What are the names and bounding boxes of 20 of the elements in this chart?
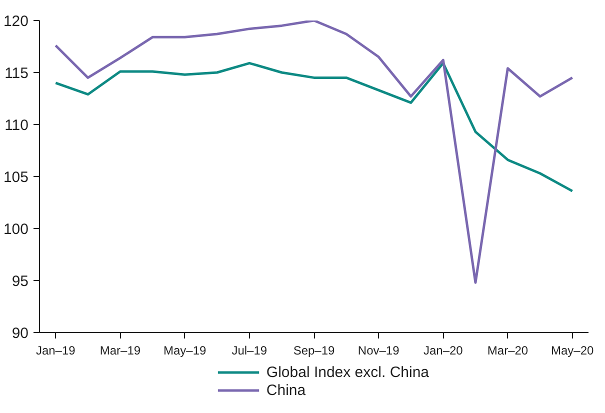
y-tick-label: 120 [3,13,29,30]
x-tick-label: Jul–19 [232,344,268,358]
y-tick-label: 100 [3,221,29,238]
y-tick-label: 110 [4,117,29,134]
x-tick-label: Jan–20 [423,344,464,358]
x-tick-label: Nov–19 [358,344,400,358]
line-series [54,62,574,192]
x-tick-label: Jan–19 [36,344,76,358]
x-tick-label: Sep–19 [293,344,336,358]
y-tick-label: 115 [4,65,29,82]
legend-label: Global Index excl. China [266,364,430,381]
x-tick-label: May–20 [551,344,594,358]
x-tick-label: May–19 [163,344,206,358]
y-tick-label: 90 [12,325,29,342]
y-tick-label: 105 [3,169,29,186]
line-series [54,20,574,284]
legend-label: China [266,382,306,399]
y-tick-label: 95 [12,273,29,290]
x-tick-label: Mar–20 [487,344,528,358]
x-tick-label: Mar–19 [100,344,141,358]
